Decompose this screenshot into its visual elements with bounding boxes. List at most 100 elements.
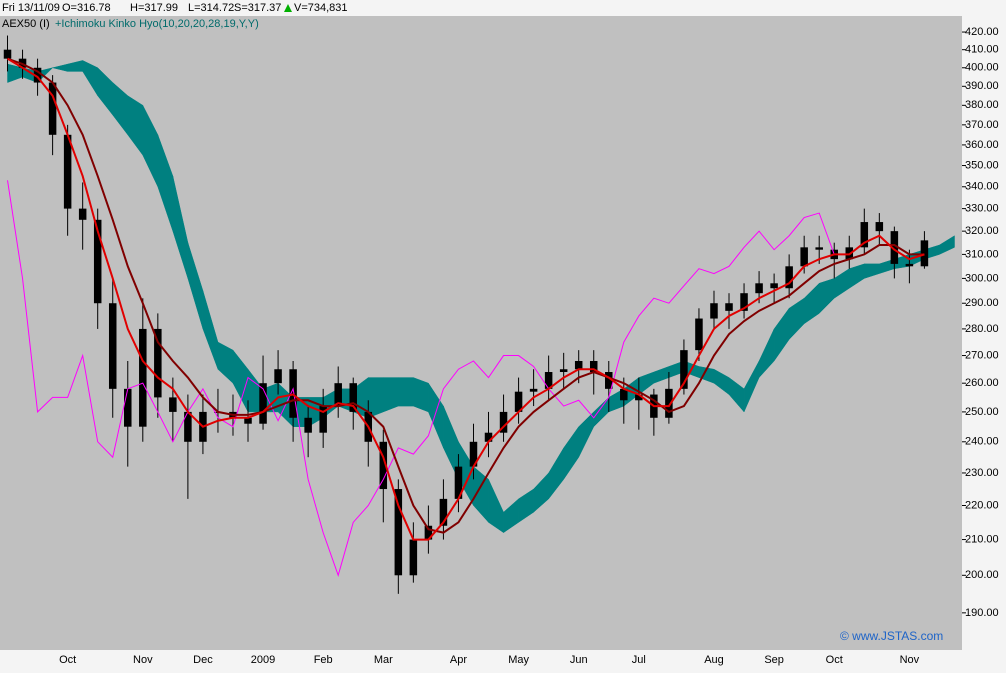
candle-body [379, 441, 388, 490]
cloud-segment [368, 377, 384, 419]
x-tick-label: May [508, 654, 529, 666]
candle-body [349, 383, 357, 412]
candle-body [544, 372, 553, 389]
x-tick-label: Nov [133, 654, 153, 666]
header-high: H=317.99 [130, 2, 178, 14]
x-tick-label: Dec [193, 654, 213, 666]
candle-body [770, 283, 778, 289]
candle-body [875, 222, 884, 232]
y-tick-label: 320.00 [965, 225, 999, 237]
y-tick-label: 360.00 [965, 139, 999, 151]
candle-body [304, 417, 312, 433]
x-tick-label: Jul [632, 654, 646, 666]
candle-body [695, 318, 703, 351]
watermark: © www.JSTAS.com [840, 629, 943, 643]
x-tick-label: Oct [826, 654, 843, 666]
indicator-line [7, 180, 835, 577]
candle-body [574, 360, 583, 370]
candle-body [289, 369, 297, 418]
y-tick-label: 370.00 [965, 119, 999, 131]
candle-body [454, 466, 463, 499]
candle-body [63, 134, 72, 209]
y-tick-label: 230.00 [965, 467, 999, 479]
candle-body [725, 303, 733, 311]
header-volume: V=734,831 [294, 2, 348, 14]
candle-body [93, 219, 102, 304]
x-tick-label: Feb [314, 654, 333, 666]
y-tick-label: 200.00 [965, 569, 999, 581]
x-tick-label: Aug [704, 654, 724, 666]
candle-body [860, 222, 869, 248]
x-tick-label: Mar [374, 654, 393, 666]
y-tick-label: 390.00 [965, 80, 999, 92]
candle-body [124, 388, 132, 427]
candle-body [259, 383, 267, 424]
candle-body [635, 394, 643, 401]
y-tick-label: 420.00 [965, 26, 999, 38]
header-open: O=316.78 [62, 2, 111, 14]
y-tick-label: 300.00 [965, 272, 999, 284]
candle-body [890, 231, 899, 264]
y-tick-label: 290.00 [965, 297, 999, 309]
candle-body [48, 82, 57, 135]
y-tick-label: 190.00 [965, 607, 999, 619]
candle-body [529, 388, 538, 392]
candle-body [108, 303, 117, 389]
candle-body [484, 432, 493, 442]
up-arrow [284, 4, 292, 12]
candle-body [514, 391, 523, 412]
candle-body [710, 303, 718, 319]
cloud-segment [413, 377, 429, 413]
candle-body [394, 489, 403, 576]
header-settle: S=317.37 [234, 2, 281, 14]
y-tick-label: 350.00 [965, 159, 999, 171]
y-tick-label: 400.00 [965, 62, 999, 74]
candle-body [800, 247, 808, 267]
x-tick-label: Nov [900, 654, 920, 666]
candle-body [920, 240, 929, 267]
candle-body [680, 350, 688, 389]
candle-body [605, 372, 613, 389]
candle-body [139, 328, 147, 427]
symbol: AEX50 (I) [2, 18, 50, 30]
y-tick-label: 250.00 [965, 406, 999, 418]
candle-body [274, 369, 282, 384]
candle-body [815, 247, 823, 250]
y-tick-label: 330.00 [965, 203, 999, 215]
candle-body [409, 539, 418, 576]
y-tick-label: 240.00 [965, 436, 999, 448]
y-tick-label: 280.00 [965, 323, 999, 335]
x-tick-label: Oct [59, 654, 76, 666]
y-tick-label: 270.00 [965, 349, 999, 361]
x-tick-label: Sep [764, 654, 784, 666]
candle-body [469, 441, 478, 467]
cloud-segment [939, 235, 955, 255]
candle-body [559, 369, 568, 373]
candle-body [169, 397, 177, 412]
candle-body [78, 208, 87, 220]
y-tick-label: 410.00 [965, 44, 999, 56]
indicator-line [6, 57, 925, 541]
indicator: +Ichimoku Kinko Hyo(10,20,20,28,19,Y,Y) [55, 18, 259, 30]
header-low: L=314.72 [188, 2, 234, 14]
x-tick-label: 2009 [251, 654, 275, 666]
cloud-segment [383, 377, 399, 413]
candle-body [319, 406, 327, 433]
candle-body [665, 388, 673, 418]
candle-body [439, 498, 448, 526]
candle-body [154, 328, 162, 398]
candle-body [620, 388, 628, 401]
y-tick-label: 340.00 [965, 181, 999, 193]
candle-body [785, 266, 793, 289]
indicator-line [7, 57, 925, 534]
y-tick-label: 380.00 [965, 99, 999, 111]
y-tick-label: 260.00 [965, 377, 999, 389]
candle-body [905, 263, 914, 267]
y-tick-label: 210.00 [965, 533, 999, 545]
candle-body [244, 417, 252, 424]
candle-body [740, 293, 748, 311]
candle-body [184, 411, 192, 442]
candle-body [424, 525, 433, 540]
candle-body [589, 360, 598, 373]
